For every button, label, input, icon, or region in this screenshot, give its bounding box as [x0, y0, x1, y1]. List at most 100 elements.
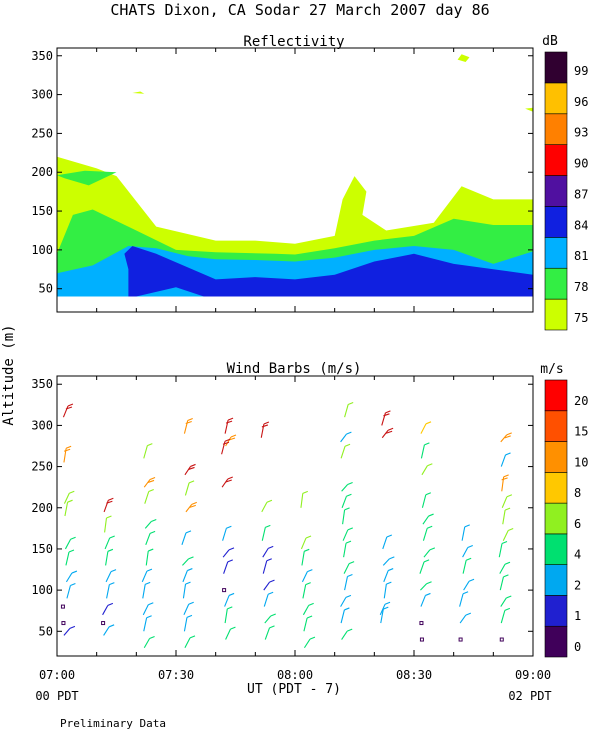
wind-barb	[423, 547, 436, 558]
barb-flag	[307, 569, 313, 573]
wind-barb	[379, 601, 391, 616]
wind-barbs-colorbar-label: m/s	[540, 362, 563, 377]
barb-shaft	[184, 466, 191, 476]
wind-barb	[381, 410, 391, 426]
barb-flag	[190, 463, 196, 467]
wind-barb	[301, 569, 313, 583]
barb-shaft	[143, 445, 148, 459]
wind-barb	[502, 527, 514, 541]
barb-shaft	[344, 404, 349, 418]
barb-shaft	[501, 496, 508, 508]
barb-shaft	[64, 502, 69, 517]
wind-barb	[224, 606, 233, 624]
wind-barb	[341, 481, 353, 492]
wind-barb	[260, 421, 270, 438]
barb-shaft	[224, 595, 230, 607]
wind-barb	[225, 626, 236, 640]
start-local-time: 00 PDT	[35, 689, 78, 703]
barb-flag	[149, 530, 156, 534]
wind-barb	[141, 568, 153, 583]
barb-flag	[425, 492, 432, 496]
barb-shaft	[300, 493, 304, 508]
barb-flag	[425, 592, 431, 596]
wind-barb	[302, 602, 314, 616]
colorbar-swatch	[544, 502, 568, 535]
barb-shaft	[343, 543, 347, 558]
barb-flag	[308, 602, 314, 606]
contour-region-75	[132, 91, 145, 94]
colorbar-level-label: 20	[574, 394, 588, 408]
wind-barb	[65, 570, 78, 583]
calm-marker	[458, 637, 463, 642]
colorbar-level-label: 96	[574, 95, 588, 109]
wind-barb	[143, 443, 153, 459]
barb-shaft	[382, 536, 388, 550]
wind-barb	[103, 624, 115, 636]
wind-barb	[182, 556, 194, 566]
barb-flag	[305, 535, 312, 539]
wind-barbs-title: Wind Barbs (m/s)	[227, 361, 362, 377]
barb-flag	[426, 581, 432, 585]
wind-barbs-panel: Wind Barbs (m/s) m/s 5010015020025030035…	[31, 361, 588, 682]
barb-flag	[106, 515, 112, 519]
barb-shaft	[462, 547, 469, 558]
wind-barb	[422, 525, 433, 541]
barb-shaft	[182, 584, 187, 599]
wind-barb	[183, 418, 193, 434]
barb-shaft	[185, 504, 193, 513]
wind-barb	[342, 527, 353, 541]
wind-barb	[105, 569, 117, 583]
barb-flag	[189, 504, 196, 508]
wind-barb	[383, 568, 394, 583]
wind-barb	[62, 403, 74, 418]
colorbar-swatch	[544, 379, 568, 412]
wind-barb	[499, 574, 509, 591]
barb-shaft	[502, 510, 506, 525]
barb-flag	[506, 494, 513, 498]
barb-flag	[346, 628, 353, 632]
barb-flag	[261, 424, 269, 428]
wind-barb	[462, 545, 473, 558]
barb-flag	[151, 519, 157, 523]
wind-barb	[420, 592, 431, 607]
barb-flag	[386, 534, 393, 538]
wind-barb	[104, 535, 115, 550]
barb-flag	[108, 624, 115, 628]
wind-barb	[422, 513, 434, 525]
wind-barb	[65, 549, 75, 566]
barb-flag	[503, 474, 509, 478]
barb-flag	[309, 636, 316, 640]
end-local-time: 02 PDT	[508, 689, 551, 703]
barb-flag	[186, 614, 193, 618]
wind-barb	[63, 625, 76, 636]
calm-marker	[60, 604, 65, 609]
barb-shaft	[145, 550, 149, 566]
barb-flag	[65, 445, 72, 449]
barb-flag	[304, 548, 310, 552]
wind-barb	[183, 601, 194, 616]
colorbar-swatch	[544, 82, 568, 115]
colorbar-swatch	[544, 625, 568, 658]
barb-flag	[227, 476, 233, 480]
barb-shaft	[142, 604, 149, 616]
barb-shaft	[145, 533, 151, 546]
barb-flag	[146, 568, 153, 572]
barb-shaft	[264, 615, 272, 624]
barb-flag	[265, 524, 271, 528]
barb-flag	[69, 490, 75, 494]
wind-barb	[499, 561, 511, 574]
calm-marker	[499, 637, 504, 642]
wind-barb	[264, 613, 276, 624]
barb-flag	[222, 441, 230, 445]
barb-shaft	[340, 597, 347, 607]
wind-barb	[301, 548, 310, 566]
barb-shaft	[459, 593, 464, 607]
barb-shaft	[62, 405, 69, 418]
x-tick-label: 07:30	[158, 668, 194, 682]
y-tick-label: 100	[31, 243, 53, 257]
barb-flag	[384, 601, 391, 605]
barb-flag	[347, 401, 354, 405]
barb-shaft	[142, 584, 146, 599]
wind-barb	[181, 530, 192, 546]
